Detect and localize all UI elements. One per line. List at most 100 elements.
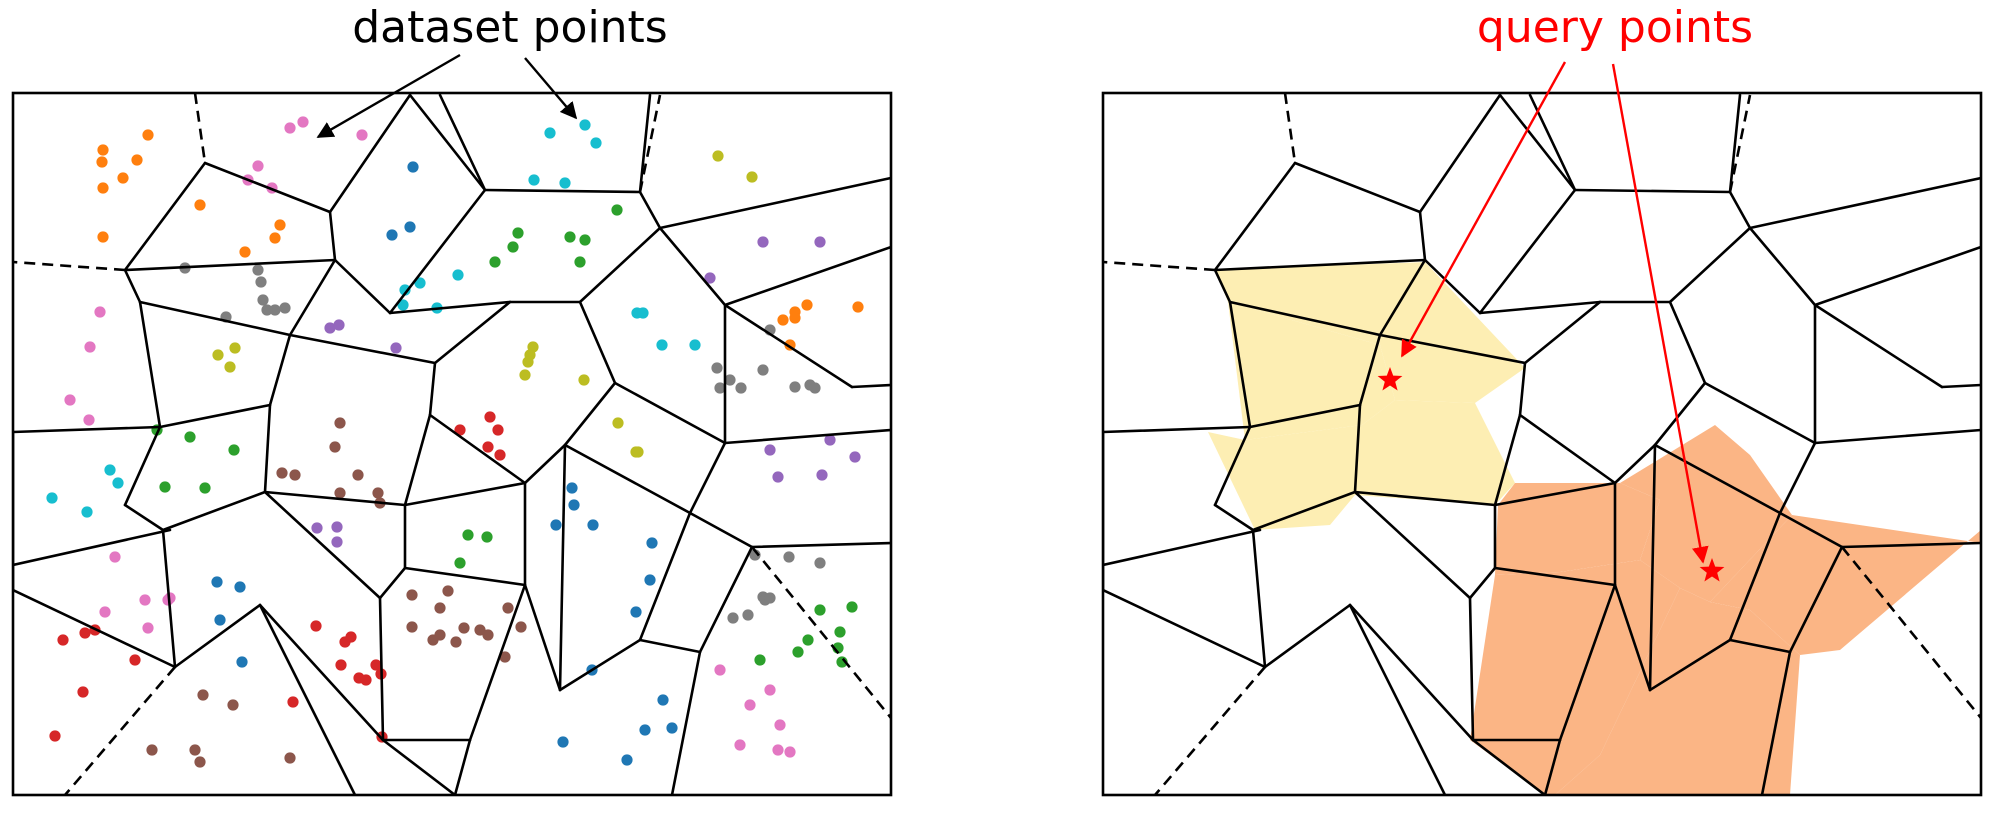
dataset-point bbox=[772, 471, 784, 483]
dataset-point bbox=[484, 411, 496, 423]
voronoi-edge bbox=[1748, 176, 1981, 230]
voronoi-edge bbox=[433, 300, 512, 365]
probed-cell bbox=[1710, 515, 1981, 655]
voronoi-edge bbox=[1353, 490, 1497, 507]
dataset-point bbox=[46, 492, 58, 504]
voronoi-edge bbox=[638, 190, 662, 230]
voronoi-edge bbox=[123, 258, 337, 272]
voronoi-edge bbox=[1103, 588, 1267, 669]
voronoi-edge bbox=[1493, 413, 1522, 507]
dataset-point bbox=[84, 341, 96, 353]
dataset-point bbox=[512, 227, 524, 239]
voronoi-edge-unbounded bbox=[193, 93, 207, 164]
dataset-point bbox=[809, 382, 821, 394]
voronoi-edge bbox=[1348, 603, 1475, 742]
dataset-point bbox=[390, 342, 402, 354]
voronoi-edge bbox=[1353, 403, 1362, 494]
voronoi-edge-unbounded bbox=[1840, 546, 1981, 719]
dataset-point bbox=[754, 654, 766, 666]
dataset-point bbox=[96, 156, 108, 168]
dataset-point bbox=[544, 127, 556, 139]
dataset-point bbox=[189, 744, 201, 756]
dataset-point bbox=[564, 231, 576, 243]
voronoi-edge bbox=[1493, 566, 1617, 587]
voronoi-edge bbox=[1248, 403, 1362, 429]
dataset-point bbox=[559, 177, 571, 189]
dataset-point bbox=[764, 684, 776, 696]
voronoi-edge bbox=[1348, 603, 1447, 795]
voronoi-edge bbox=[173, 603, 262, 669]
dataset-point bbox=[621, 754, 633, 766]
voronoi-edge bbox=[1648, 638, 1732, 692]
left-plot-frame bbox=[11, 91, 893, 797]
voronoi-edge bbox=[388, 300, 512, 315]
voronoi-edge bbox=[1228, 300, 1382, 337]
right-plot-frame bbox=[1101, 91, 1983, 797]
dataset-point bbox=[689, 339, 701, 351]
dataset-point bbox=[49, 730, 61, 742]
dataset-point bbox=[507, 241, 519, 253]
voronoi-edge bbox=[1778, 441, 1817, 515]
dataset-point bbox=[236, 656, 248, 668]
dataset-point bbox=[97, 231, 109, 243]
voronoi-edge bbox=[1728, 511, 1782, 642]
dataset-point bbox=[255, 276, 267, 288]
dataset-point bbox=[406, 589, 418, 601]
dataset-point bbox=[522, 356, 534, 368]
probed-cell bbox=[1555, 588, 1800, 795]
voronoi-edge bbox=[428, 413, 527, 485]
voronoi-edge bbox=[403, 566, 527, 587]
dataset-point bbox=[783, 551, 795, 563]
voronoi-edge bbox=[1518, 413, 1617, 485]
voronoi-edge bbox=[1523, 300, 1602, 365]
voronoi-edge bbox=[850, 383, 891, 389]
dataset-point bbox=[519, 369, 531, 381]
dataset-point bbox=[704, 272, 716, 284]
dataset-point bbox=[97, 182, 109, 194]
voronoi-edge bbox=[258, 603, 385, 742]
dataset-point bbox=[297, 116, 309, 128]
dataset-point bbox=[139, 594, 151, 606]
dataset-point bbox=[757, 364, 769, 376]
dataset-point bbox=[104, 464, 116, 476]
voronoi-edges-left bbox=[13, 93, 891, 795]
dataset-point bbox=[482, 441, 494, 453]
dataset-point bbox=[630, 606, 642, 618]
dataset-point bbox=[311, 522, 323, 534]
dataset-point bbox=[345, 631, 357, 643]
dataset-point bbox=[199, 482, 211, 494]
dataset-point bbox=[442, 585, 454, 597]
voronoi-edge bbox=[378, 566, 407, 600]
dataset-point bbox=[494, 449, 506, 461]
dataset-point bbox=[131, 154, 143, 166]
left-panel: dataset points bbox=[11, 2, 893, 797]
voronoi-edge bbox=[1813, 245, 1981, 307]
dataset-point bbox=[502, 602, 514, 614]
dataset-point bbox=[333, 319, 345, 331]
query-points-label: query points bbox=[1477, 2, 1753, 53]
dataset-point bbox=[734, 739, 746, 751]
dataset-point bbox=[612, 417, 624, 429]
dataset-point bbox=[194, 756, 206, 768]
dataset-point bbox=[159, 481, 171, 493]
voronoi-edge bbox=[1251, 490, 1357, 532]
dataset-point bbox=[454, 424, 466, 436]
dataset-point bbox=[735, 382, 747, 394]
voronoi-edge bbox=[1728, 638, 1792, 654]
dataset-point bbox=[252, 264, 264, 276]
voronoi-edge bbox=[1653, 381, 1707, 447]
dataset-points bbox=[46, 116, 864, 768]
dataset-point bbox=[109, 551, 121, 563]
voronoi-edge bbox=[123, 503, 165, 532]
dataset-point bbox=[57, 634, 69, 646]
voronoi-edge bbox=[558, 443, 567, 692]
voronoi-edge bbox=[408, 93, 487, 192]
voronoi-edge bbox=[13, 588, 177, 669]
voronoi-edge bbox=[723, 303, 854, 389]
dataset-point bbox=[239, 246, 251, 258]
dataset-point bbox=[434, 602, 446, 614]
voronoi-edge bbox=[1103, 528, 1262, 567]
query-markers bbox=[1377, 367, 1725, 582]
dataset-point bbox=[802, 634, 814, 646]
dataset-point bbox=[142, 622, 154, 634]
